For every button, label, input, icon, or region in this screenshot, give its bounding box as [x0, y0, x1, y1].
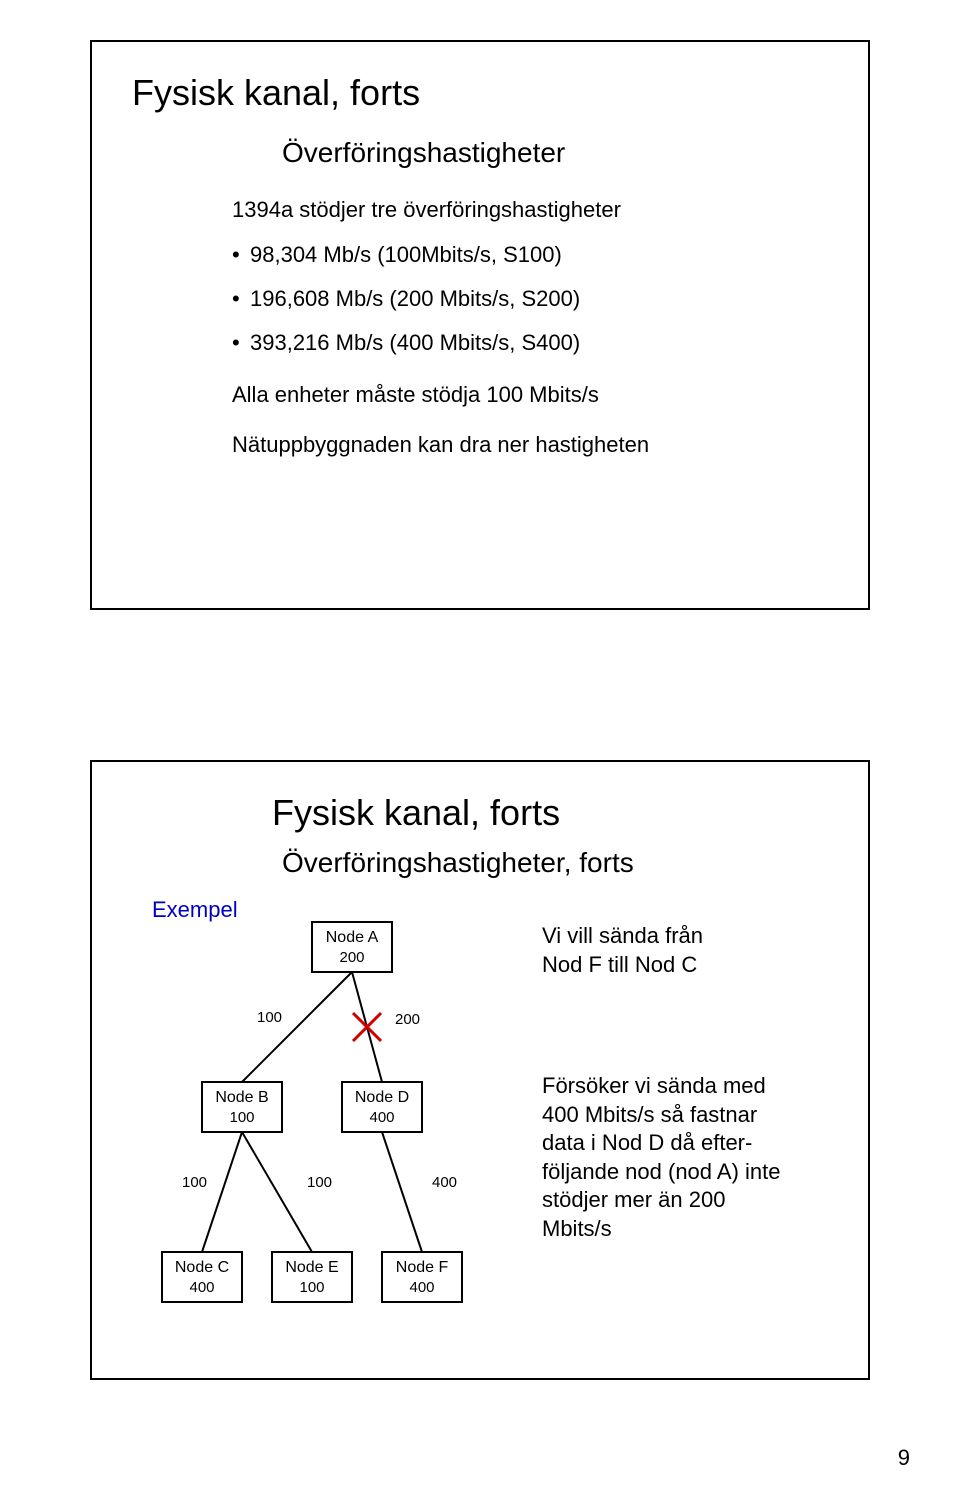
slide-1: Fysisk kanal, forts Överföringshastighet… [90, 40, 870, 610]
bullet-text: 196,608 Mb/s (200 Mbits/s, S200) [250, 286, 580, 311]
svg-text:400: 400 [189, 1279, 214, 1296]
svg-text:Node B: Node B [215, 1089, 268, 1106]
bullet-item: •393,216 Mb/s (400 Mbits/s, S400) [232, 330, 580, 356]
svg-text:100: 100 [229, 1109, 254, 1126]
tree-diagram: 100 200 100 100 400 Node A 200 Node B 100 Node D 4… [142, 902, 522, 1362]
svg-text:Node E: Node E [285, 1259, 338, 1276]
svg-text:Node D: Node D [355, 1089, 409, 1106]
svg-text:100: 100 [299, 1279, 324, 1296]
slide1-subtitle: Överföringshastigheter [282, 137, 565, 169]
bullet-item: •196,608 Mb/s (200 Mbits/s, S200) [232, 286, 580, 312]
slide2-subtitle: Överföringshastigheter, forts [282, 847, 634, 879]
slide1-bullets: •98,304 Mb/s (100Mbits/s, S100) •196,608… [232, 242, 580, 374]
page-number: 9 [898, 1445, 910, 1471]
svg-text:100: 100 [257, 1009, 282, 1026]
slide-2: Fysisk kanal, forts Överföringshastighet… [90, 760, 870, 1380]
slide2-title: Fysisk kanal, forts [272, 792, 560, 834]
slide1-title: Fysisk kanal, forts [132, 72, 420, 114]
slide1-intro: 1394a stödjer tre överföringshastigheter [232, 197, 621, 223]
slide1-note1: Alla enheter måste stödja 100 Mbits/s [232, 382, 599, 408]
svg-text:Node C: Node C [175, 1259, 229, 1276]
bullet-item: •98,304 Mb/s (100Mbits/s, S100) [232, 242, 580, 268]
svg-text:400: 400 [409, 1279, 434, 1296]
slide2-text2: Försöker vi sända med400 Mbits/s så fast… [542, 1072, 781, 1244]
svg-text:400: 400 [432, 1174, 457, 1191]
svg-text:400: 400 [369, 1109, 394, 1126]
bullet-text: 98,304 Mb/s (100Mbits/s, S100) [250, 242, 562, 267]
slide1-note2: Nätuppbyggnaden kan dra ner hastigheten [232, 432, 649, 458]
slide2-text1: Vi vill sända frånNod F till Nod C [542, 922, 703, 979]
bullet-text: 393,216 Mb/s (400 Mbits/s, S400) [250, 330, 580, 355]
svg-text:200: 200 [395, 1011, 420, 1028]
svg-text:100: 100 [182, 1174, 207, 1191]
svg-text:Node A: Node A [326, 929, 379, 946]
svg-text:200: 200 [339, 949, 364, 966]
svg-text:100: 100 [307, 1174, 332, 1191]
svg-text:Node F: Node F [396, 1259, 449, 1276]
